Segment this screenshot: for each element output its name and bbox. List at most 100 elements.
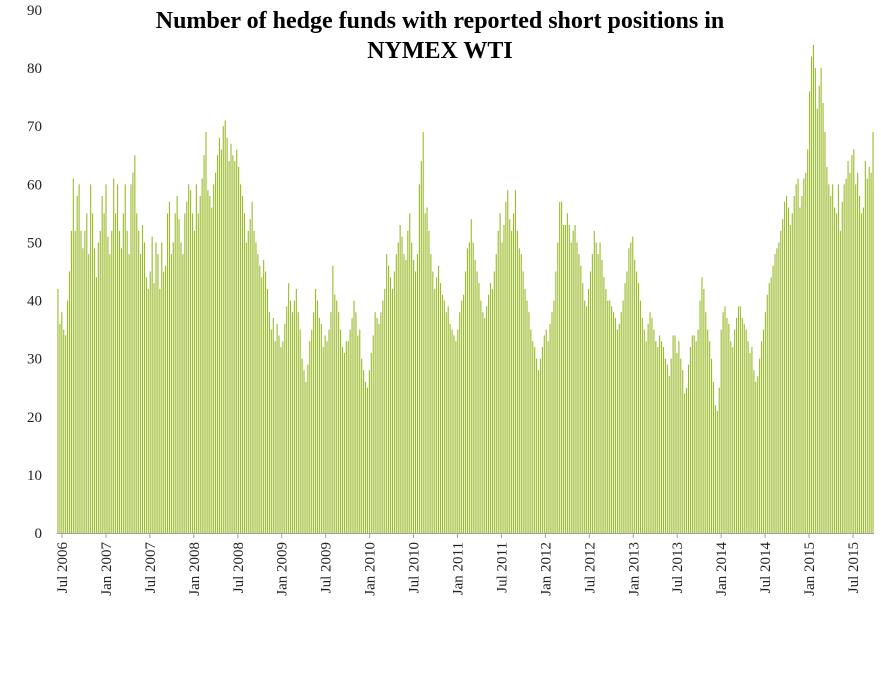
bar (511, 230, 513, 533)
bar (655, 341, 657, 533)
bar (582, 283, 584, 533)
bar (820, 68, 822, 534)
bar (132, 172, 134, 533)
chart-title-line-1: Number of hedge funds with reported shor… (156, 8, 725, 34)
bar (747, 341, 749, 533)
bar (601, 259, 603, 533)
bar (82, 248, 84, 533)
bar (166, 213, 169, 533)
x-tick-label: Jan 2012 (538, 542, 554, 596)
bar (232, 155, 234, 533)
bar (159, 288, 161, 533)
bar (561, 201, 563, 533)
bar (524, 288, 526, 533)
bar (474, 259, 476, 533)
bar (568, 225, 570, 533)
bar (266, 288, 269, 533)
bar (522, 271, 524, 533)
bar (718, 387, 720, 533)
bar (799, 207, 801, 533)
bar (864, 161, 866, 533)
bar (628, 248, 630, 533)
bar (866, 178, 868, 533)
bar (822, 102, 824, 533)
bar (270, 329, 272, 533)
bar (68, 271, 71, 533)
bar (249, 219, 251, 533)
bar (97, 242, 99, 533)
bar (557, 242, 559, 533)
bar (687, 364, 690, 533)
bar (301, 358, 303, 533)
bar (780, 230, 782, 533)
bar (549, 323, 551, 533)
bar (616, 329, 618, 533)
bar (451, 329, 453, 533)
bar (268, 312, 270, 533)
bar (647, 323, 649, 533)
x-tick-label: Jan 2010 (363, 542, 379, 596)
bar (382, 300, 384, 533)
bar (734, 329, 736, 533)
bar (405, 259, 407, 533)
bar (547, 341, 549, 533)
bar (441, 294, 443, 533)
bar (455, 341, 457, 533)
bar (503, 225, 505, 533)
bar (403, 254, 405, 533)
bar (624, 283, 626, 533)
bar (743, 323, 745, 533)
bar (345, 341, 347, 533)
bar (695, 341, 697, 533)
bar (559, 201, 561, 533)
bar (126, 230, 128, 533)
x-tick-label: Jan 2008 (187, 542, 203, 596)
bar (222, 126, 224, 533)
bar (165, 265, 167, 533)
bar (703, 288, 705, 533)
bar (595, 242, 597, 533)
bar (265, 271, 267, 533)
bar (584, 300, 586, 533)
bar (539, 358, 542, 533)
bar (816, 108, 818, 533)
bar (722, 312, 724, 533)
bar (491, 288, 493, 533)
bar (332, 265, 334, 533)
bar (768, 283, 770, 533)
bar (364, 381, 367, 533)
bar (134, 155, 136, 533)
bar (611, 306, 613, 533)
bar (336, 300, 338, 533)
bar (176, 195, 178, 533)
bar (639, 300, 641, 533)
bar (755, 381, 757, 533)
bar (343, 352, 345, 533)
bar (291, 312, 294, 533)
bar (488, 294, 490, 533)
bar (224, 120, 226, 533)
bar (541, 347, 543, 533)
bar (324, 335, 326, 533)
bar (709, 341, 711, 533)
bar (115, 213, 117, 533)
bar (461, 300, 463, 533)
bar (274, 341, 276, 533)
bar (787, 207, 790, 533)
bar (195, 184, 197, 533)
bar (218, 137, 220, 533)
bar (120, 248, 122, 533)
bar (353, 300, 355, 533)
bar (284, 323, 286, 533)
y-tick-label: 80 (27, 61, 42, 77)
bar (707, 329, 709, 533)
bar (313, 312, 315, 533)
bar (711, 358, 713, 533)
bar (243, 213, 245, 533)
bar (401, 236, 403, 533)
bar (478, 283, 480, 533)
bar (374, 312, 376, 533)
bar (255, 242, 257, 533)
bar (514, 190, 517, 533)
bar (486, 306, 488, 533)
